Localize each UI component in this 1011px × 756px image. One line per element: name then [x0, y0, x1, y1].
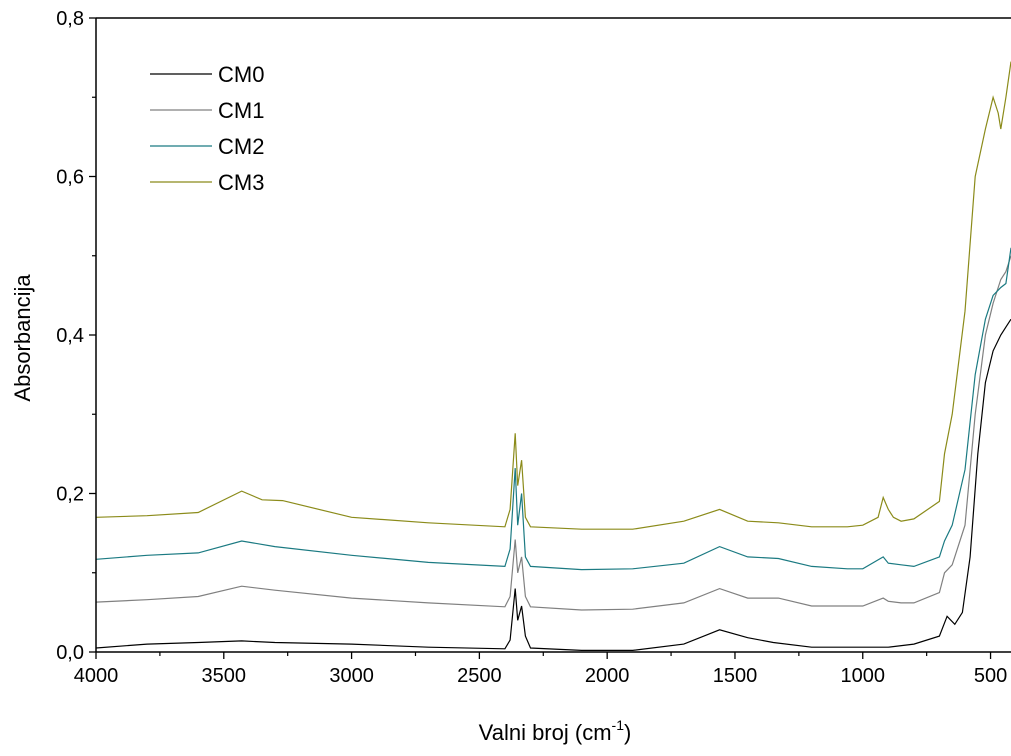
y-tick-label: 0,8: [56, 8, 84, 30]
y-tick-label: 0,4: [56, 325, 84, 347]
legend: CM0 CM1 CM2 CM3: [150, 62, 264, 195]
x-tick-label: 4000: [74, 665, 119, 687]
legend-item-cm1: CM1: [150, 98, 264, 123]
y-tick-label: 0,2: [56, 484, 84, 506]
x-tick-label: 3000: [329, 665, 374, 687]
legend-item-cm0: CM0: [150, 62, 264, 87]
ticks: 4000 3500 3000 2500 2000 1500 1000 500 0,0 0,2 0,4…: [56, 8, 1007, 687]
y-tick-label: 0,0: [56, 642, 84, 664]
x-axis-title-main: Valni broj (cm: [479, 720, 612, 745]
series-line-cm3: [95, 61, 1011, 530]
legend-label: CM1: [218, 98, 264, 123]
x-tick-label: 2000: [585, 665, 630, 687]
x-tick-label: 500: [974, 665, 1007, 687]
legend-label: CM2: [218, 134, 264, 159]
legend-item-cm3: CM3: [150, 170, 264, 195]
x-tick-label: 2500: [457, 665, 502, 687]
legend-label: CM0: [218, 62, 264, 87]
x-tick-label: 1000: [841, 665, 886, 687]
series-line-cm0: [95, 318, 1011, 651]
series-line-cm1: [95, 255, 1011, 611]
x-axis-title-sup: -1: [612, 717, 625, 733]
x-tick-label: 3500: [202, 665, 247, 687]
x-axis-title-end: ): [624, 720, 631, 745]
y-axis-title: Absorbancija: [10, 274, 35, 402]
legend-label: CM3: [218, 170, 264, 195]
y-tick-label: 0,6: [56, 167, 84, 189]
series-line-cm2: [95, 247, 1011, 571]
series-lines: [95, 61, 1011, 651]
legend-item-cm2: CM2: [150, 134, 264, 159]
x-axis-title: Valni broj (cm-1): [479, 717, 632, 745]
x-tick-label: 1500: [713, 665, 758, 687]
